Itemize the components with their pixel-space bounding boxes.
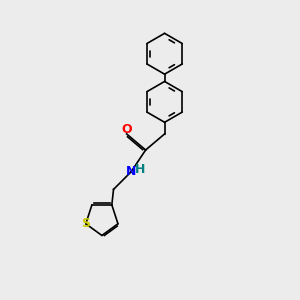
Text: S: S: [81, 217, 90, 230]
Text: O: O: [122, 123, 132, 136]
Text: N: N: [126, 165, 136, 178]
Text: H: H: [135, 163, 146, 176]
